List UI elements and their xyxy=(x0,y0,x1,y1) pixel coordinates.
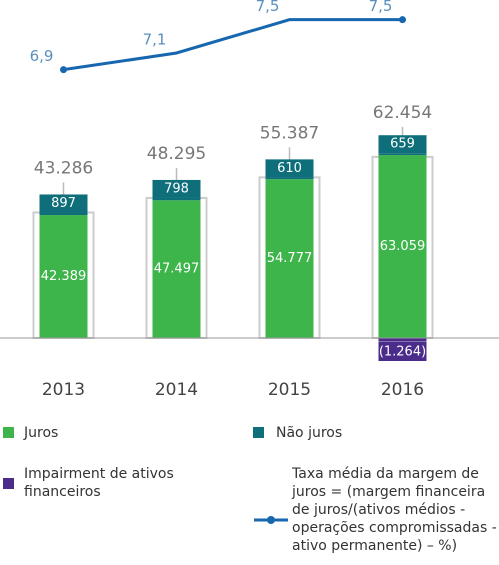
line-marker xyxy=(399,16,406,24)
chart: 2013 43.286 42.389 897 2014 48.295 47.497 798 20… xyxy=(0,0,499,400)
value-label: 42.389 xyxy=(41,269,87,284)
value-label: 54.777 xyxy=(267,251,313,266)
value-label-bg xyxy=(378,135,427,154)
bar-segment xyxy=(39,212,88,216)
value-label: 63.059 xyxy=(380,239,426,254)
value-label-bg xyxy=(39,194,88,213)
bar-segment xyxy=(152,200,201,338)
total-label: 55.387 xyxy=(260,123,319,143)
value-label: 659 xyxy=(390,137,415,152)
value-label: (1.264) xyxy=(379,345,426,360)
bar-segment xyxy=(378,153,427,156)
x-tick-label: 2014 xyxy=(155,380,198,400)
bar-segment xyxy=(265,177,314,180)
line-value-label: 7,5 xyxy=(256,0,280,15)
value-label: 798 xyxy=(164,181,189,196)
line-marker xyxy=(60,66,67,74)
bar-segment xyxy=(39,215,88,338)
value-label: 610 xyxy=(277,161,302,176)
legend-label: Não juros xyxy=(276,425,343,441)
legend-label: Taxa média da margem de juros = (margem … xyxy=(292,466,497,554)
value-label-bg xyxy=(152,179,201,198)
value-label-bg xyxy=(378,342,427,361)
line xyxy=(63,18,403,72)
legend-swatch xyxy=(253,427,264,438)
line-value-label: 6,9 xyxy=(30,47,54,65)
bar-segment xyxy=(265,179,314,338)
legend-swatch xyxy=(3,427,14,438)
total-label: 43.286 xyxy=(34,158,93,178)
line-value-label: 7,1 xyxy=(143,31,167,49)
legend-label: Impairment de ativos financeiros xyxy=(24,466,174,500)
total-label: 48.295 xyxy=(147,144,206,164)
value-label-bg xyxy=(265,159,314,178)
legend-swatch xyxy=(3,478,14,489)
bar-segment xyxy=(378,338,427,342)
bar-segment xyxy=(152,197,201,201)
value-label: 47.497 xyxy=(154,262,200,277)
x-tick-label: 2016 xyxy=(381,380,424,400)
legend-label: Juros xyxy=(24,425,59,441)
line-value-label: 7,5 xyxy=(369,0,393,15)
x-tick-label: 2013 xyxy=(42,380,85,400)
bar-segment xyxy=(378,155,427,338)
legend-line-icon xyxy=(254,516,288,524)
value-label: 897 xyxy=(51,196,76,211)
x-tick-label: 2015 xyxy=(268,380,311,400)
total-label: 62.454 xyxy=(373,103,432,123)
